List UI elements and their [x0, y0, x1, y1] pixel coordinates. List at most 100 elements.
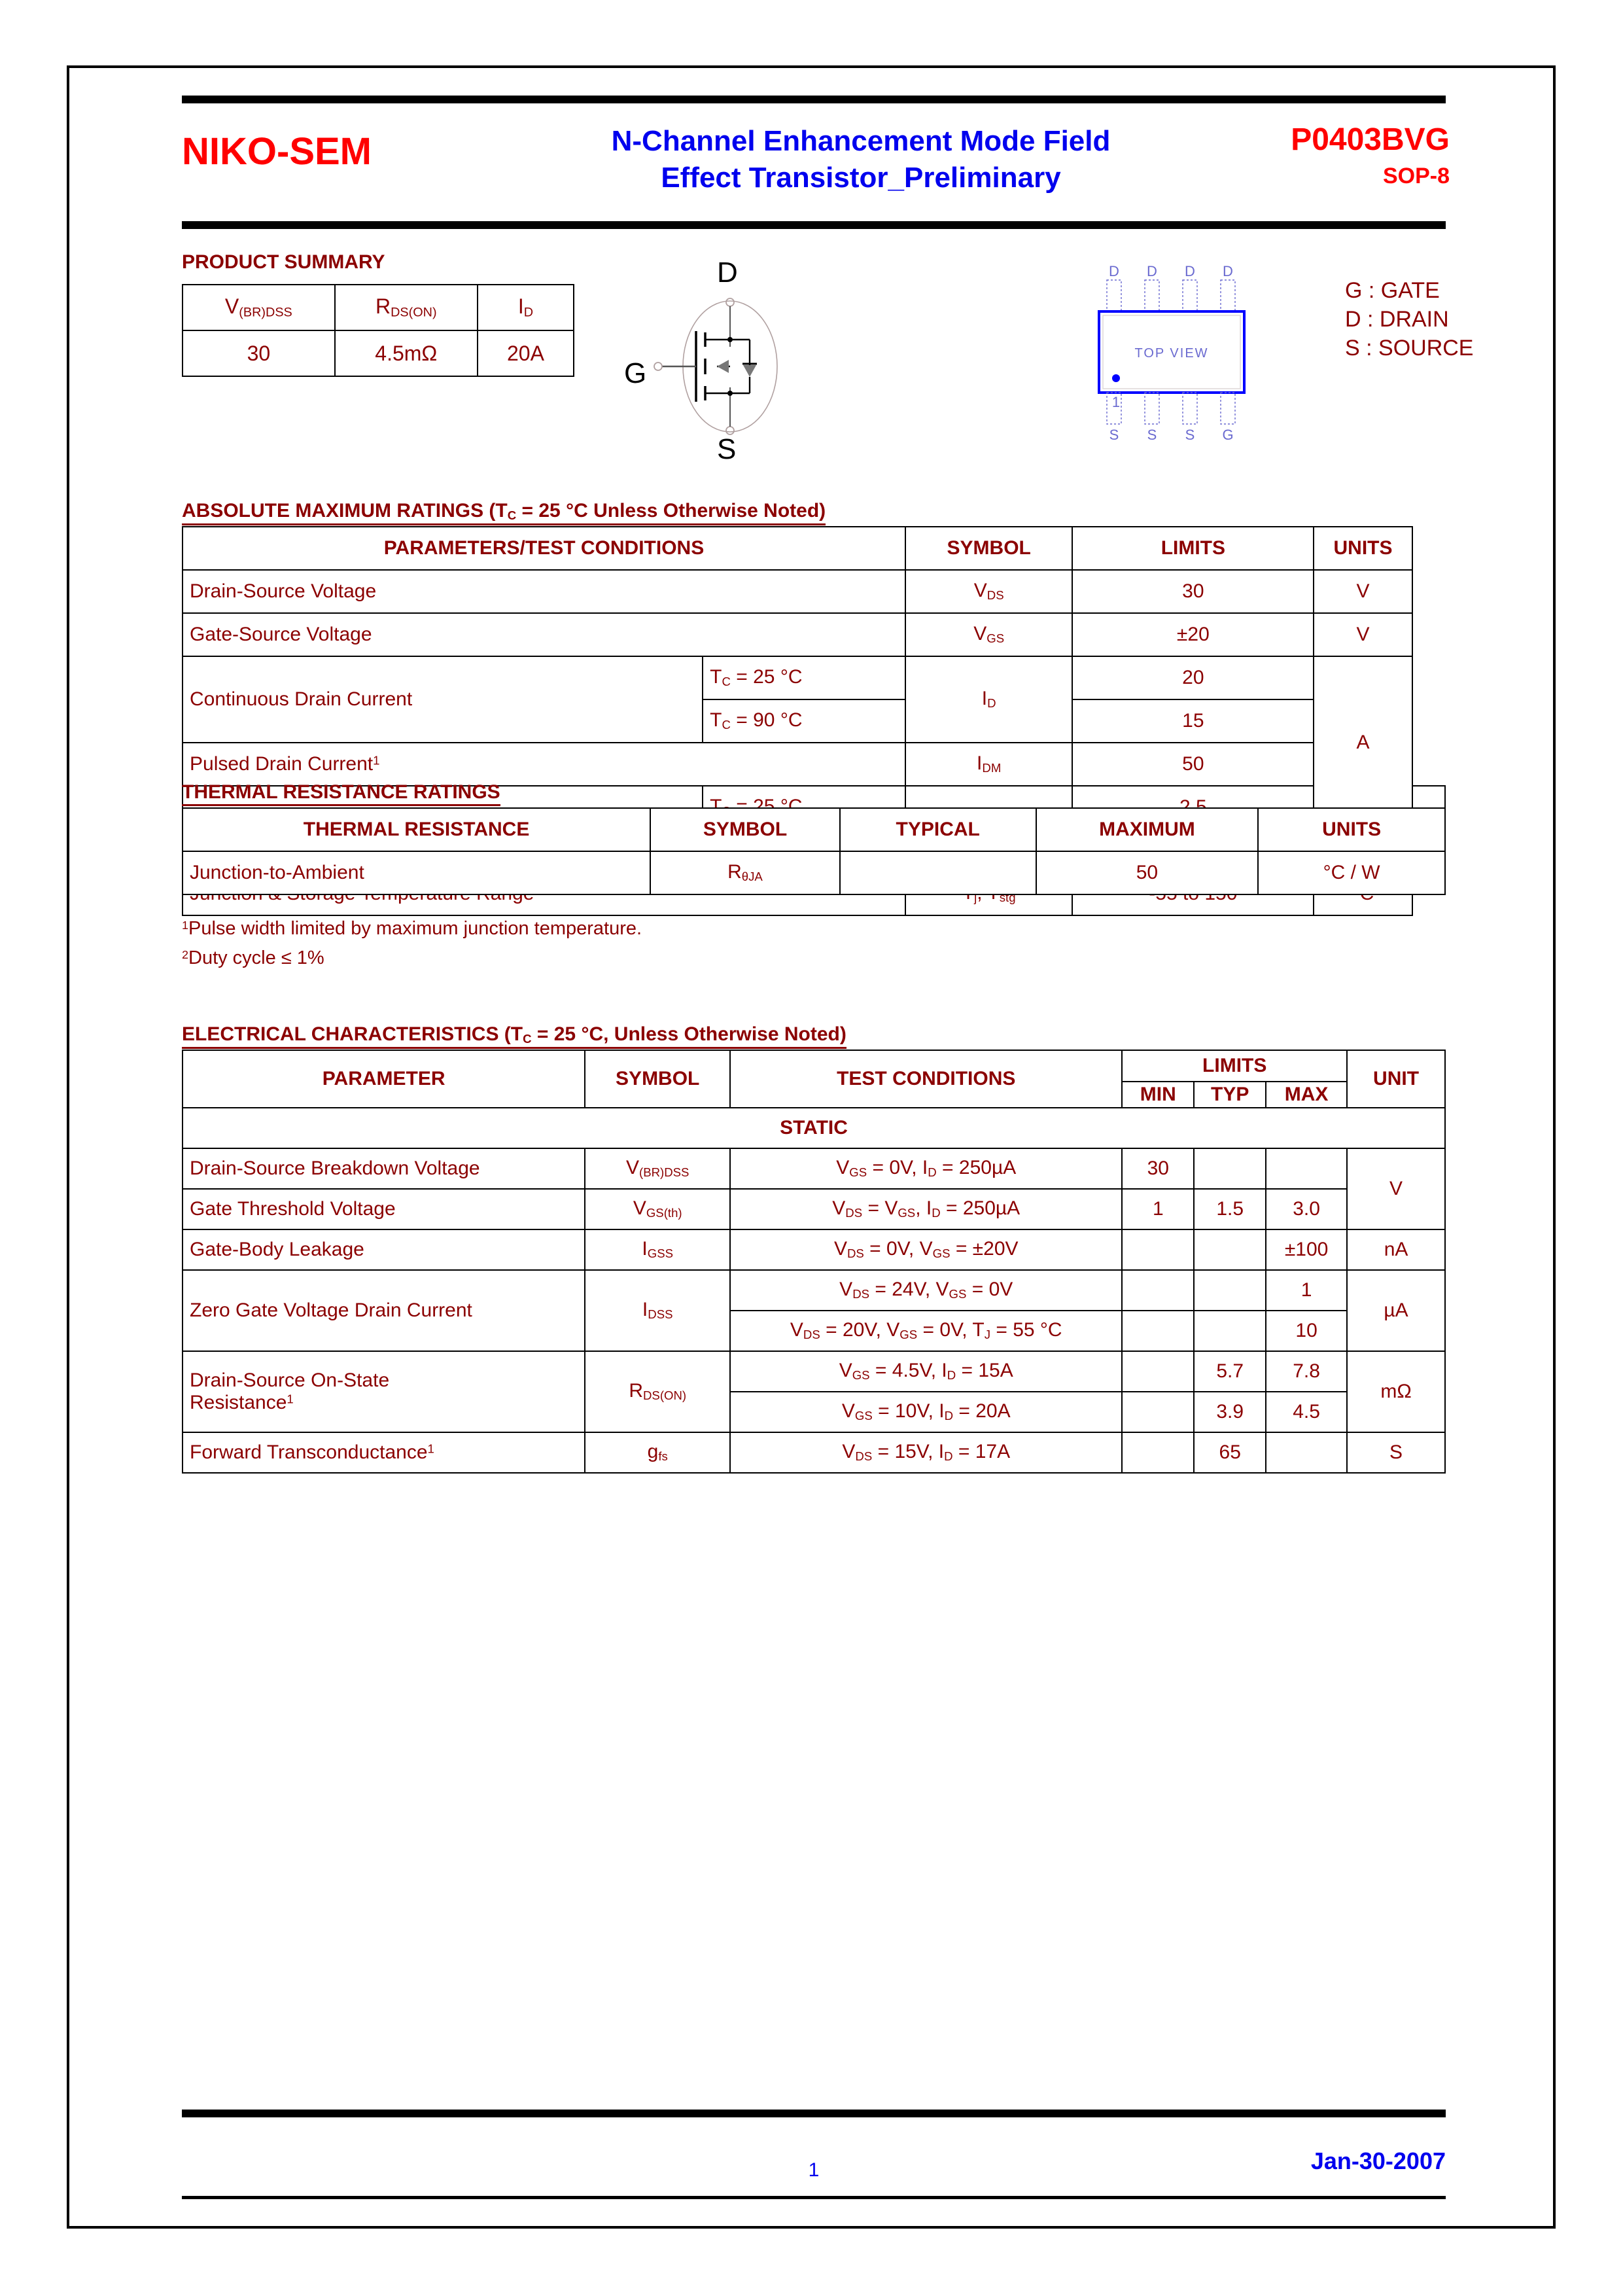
ec-param-gate-threshold-voltage: Gate Threshold Voltage — [181, 1188, 586, 1230]
ec-header-limits: LIMITS — [1121, 1050, 1348, 1082]
ec-max-idss-24v: 1 — [1265, 1269, 1348, 1311]
ec-param-gate-body-leakage: Gate-Body Leakage — [181, 1229, 586, 1271]
ec-header-unit: UNIT — [1346, 1050, 1446, 1108]
svg-text:S: S — [1147, 427, 1157, 443]
ec-min-idss-24v — [1121, 1269, 1195, 1311]
th-symbol-rthja: RθJA — [650, 851, 841, 895]
table-row: Gate-Body Leakage IGSS VDS = 0V, VGS = ±… — [181, 1229, 1446, 1271]
table-row: TC = 90 °C 15 — [183, 699, 1445, 743]
pin-legend: G : GATE D : DRAIN S : SOURCE — [1345, 276, 1473, 362]
table-row: Gate-Source Voltage VGS ±20 V — [181, 612, 1445, 657]
ec-symbol-rdson: RDS(ON) — [584, 1351, 731, 1433]
ec-unit-volts: V — [1346, 1148, 1446, 1230]
table-row: Drain-Source Breakdown Voltage V(BR)DSS … — [181, 1148, 1446, 1230]
th-header-units: UNITS — [1257, 807, 1446, 852]
pin-legend-source: S : SOURCE — [1345, 336, 1474, 361]
abs-header-symbol: SYMBOL — [905, 526, 1073, 571]
ec-test-breakdown: VGS = 0V, ID = 250µA — [729, 1148, 1123, 1190]
ec-symbol-gfs: gfs — [584, 1432, 731, 1474]
abs-unit-amps: A — [1313, 656, 1413, 830]
ec-param-rdson: Drain-Source On-State Resistance1 — [181, 1351, 586, 1433]
ec-max-gate-threshold: 3.0 — [1265, 1188, 1348, 1230]
ec-max-gfs — [1265, 1432, 1348, 1474]
ec-unit-ua: µA — [1346, 1269, 1446, 1352]
svg-text:TOP VIEW: TOP VIEW — [1134, 346, 1208, 361]
table-row: Junction-to-Ambient RθJA 50 °C / W — [181, 851, 1446, 895]
footer-rule-top — [182, 2110, 1446, 2117]
mosfet-symbol-diagram: D G S — [612, 256, 848, 471]
document-title-line1: N-Channel Enhancement Mode Field — [611, 125, 1111, 157]
ps-header-id: ID — [476, 284, 575, 331]
th-units-value: °C / W — [1257, 851, 1446, 895]
table-row: VDS = 20V, VGS = 0V, TJ = 55 °C 10 — [183, 1310, 1445, 1352]
table-row: Gate Threshold Voltage VGS(th) VDS = VGS… — [181, 1188, 1445, 1230]
abs-header-limits: LIMITS — [1072, 526, 1315, 571]
th-typical-value — [839, 851, 1037, 895]
table-row: V(BR)DSS RDS(ON) ID — [182, 284, 575, 331]
abs-param-pulsed-drain-current: Pulsed Drain Current1 — [181, 742, 907, 786]
footer-rule-bottom — [182, 2196, 1446, 2199]
ec-header-parameter: PARAMETER — [181, 1050, 586, 1108]
ec-typ-breakdown — [1193, 1148, 1267, 1190]
table-row: 30 4.5mΩ 20A — [182, 330, 575, 377]
ec-max-idss-20v: 10 — [1265, 1310, 1348, 1352]
document-title-line2: Effect Transistor_Preliminary — [661, 162, 1061, 194]
ec-typ-gate-body-leakage — [1193, 1229, 1267, 1271]
abs-limit-id-90c: 15 — [1072, 699, 1315, 743]
table-row: Pulsed Drain Current1 IDM 50 — [181, 742, 1445, 786]
svg-text:1: 1 — [1112, 394, 1120, 410]
ps-value-vbrdss: 30 — [182, 330, 336, 377]
ec-test-idss-24v: VDS = 24V, VGS = 0V — [729, 1269, 1123, 1311]
table-row: Continuous Drain Current TC = 25 °C ID 2… — [181, 656, 1445, 830]
ec-max-gate-body-leakage: ±100 — [1265, 1229, 1348, 1271]
svg-text:G: G — [1222, 427, 1233, 443]
abs-limit-id-25c: 20 — [1072, 656, 1315, 700]
ec-header-test-conditions: TEST CONDITIONS — [729, 1050, 1123, 1108]
abs-symbol-vds: VDS — [905, 569, 1073, 614]
mosfet-symbol-svg — [654, 298, 778, 435]
header-rule-bottom — [182, 221, 1446, 229]
ec-header-symbol: SYMBOL — [584, 1050, 731, 1108]
table-header-row: THERMAL RESISTANCE SYMBOL TYPICAL MAXIMU… — [181, 807, 1446, 852]
ps-header-vbrdss: V(BR)DSS — [182, 284, 336, 331]
abs-cond-id-25c: TC = 25 °C — [702, 656, 907, 700]
symbol-drain-label: D — [717, 256, 738, 289]
svg-text:D: D — [1147, 263, 1157, 279]
table-row: Drain-Source On-State Resistance1 RDS(ON)… — [181, 1351, 1446, 1433]
ec-min-rdson-45v — [1121, 1351, 1195, 1392]
abs-param-gate-source-voltage: Gate-Source Voltage — [181, 612, 907, 657]
page-inner: NIKO-SEM N-Channel Enhancement Mode Fiel… — [109, 68, 1519, 2226]
document-date: Jan-30-2007 — [1310, 2147, 1446, 2174]
th-header-typical: TYPICAL — [839, 807, 1037, 852]
ec-min-gate-body-leakage — [1121, 1229, 1195, 1271]
ec-unit-siemens: S — [1346, 1432, 1446, 1474]
ec-min-gate-threshold: 1 — [1121, 1188, 1195, 1230]
ec-unit-na: nA — [1346, 1229, 1446, 1271]
ec-section-static: STATIC — [182, 1107, 1446, 1149]
table-row: Zero Gate Voltage Drain Current IDSS VDS… — [181, 1269, 1446, 1352]
abs-unit-vgs: V — [1313, 612, 1413, 657]
symbol-source-label: S — [717, 433, 737, 465]
th-header-resistance: THERMAL RESISTANCE — [181, 807, 652, 852]
abs-header-parameters: PARAMETERS/TEST CONDITIONS — [181, 526, 907, 571]
th-name-junction-to-ambient: Junction-to-Ambient — [181, 851, 652, 895]
ec-typ-idss-20v — [1193, 1310, 1267, 1352]
ec-header-min: MIN — [1121, 1081, 1195, 1108]
abs-unit-vds: V — [1313, 569, 1413, 614]
ec-min-breakdown: 30 — [1121, 1148, 1195, 1190]
ec-test-idss-20v: VDS = 20V, VGS = 0V, TJ = 55 °C — [729, 1310, 1123, 1352]
ec-test-rdson-45v: VGS = 4.5V, ID = 15A — [729, 1351, 1123, 1392]
ec-max-breakdown — [1265, 1148, 1348, 1190]
ec-symbol-vbrdss: V(BR)DSS — [584, 1148, 731, 1190]
abs-symbol-idm: IDM — [905, 742, 1073, 786]
footnote-1: 1Pulse width limited by maximum junction… — [182, 918, 642, 940]
ec-test-gate-threshold: VDS = VGS, ID = 250µA — [729, 1188, 1123, 1230]
ec-typ-gate-threshold: 1.5 — [1193, 1188, 1267, 1230]
electrical-characteristics-table: PARAMETER SYMBOL TEST CONDITIONS LIMITS … — [181, 1050, 1446, 1474]
company-logo: NIKO-SEM — [182, 130, 372, 173]
ec-header-typ: TYP — [1193, 1081, 1267, 1108]
abs-param-drain-source-voltage: Drain-Source Voltage — [181, 569, 907, 614]
electrical-characteristics-heading: ELECTRICAL CHARACTERISTICS (TC = 25 °C, … — [182, 1023, 846, 1050]
ec-param-zero-gate-voltage-drain-current: Zero Gate Voltage Drain Current — [181, 1269, 586, 1352]
abs-symbol-vgs: VGS — [905, 612, 1073, 657]
